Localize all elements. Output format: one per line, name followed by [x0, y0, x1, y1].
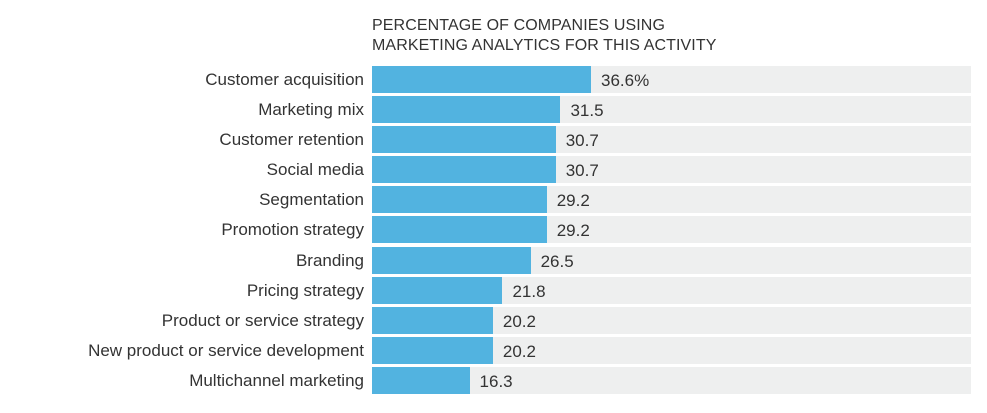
- bar-row: Marketing mix 31.5: [0, 96, 987, 123]
- bar-row: Segmentation 29.2: [0, 186, 987, 213]
- bar-track: 21.8: [372, 277, 971, 304]
- bar-track: 16.3: [372, 367, 971, 394]
- value-label: 26.5: [540, 252, 574, 271]
- bar-row: Customer acquisition 36.6%: [0, 66, 987, 93]
- bar-track: 36.6%: [372, 66, 971, 93]
- category-label: Customer retention: [219, 130, 364, 149]
- category-label: Branding: [295, 251, 364, 270]
- chart-title-line-2: MARKETING ANALYTICS FOR THIS ACTIVITY: [372, 37, 717, 54]
- value-label: 29.2: [556, 221, 590, 240]
- category-label: Product or service strategy: [161, 311, 364, 330]
- bar-row: Customer retention 30.7: [0, 126, 987, 153]
- value-label: 30.7: [565, 131, 599, 150]
- category-label: Marketing mix: [258, 100, 364, 119]
- category-label: Segmentation: [259, 190, 364, 209]
- bar-track: 29.2: [372, 186, 971, 213]
- chart-title-line-1: PERCENTAGE OF COMPANIES USING: [372, 17, 666, 34]
- value-label: 30.7: [565, 161, 599, 180]
- bar: [372, 126, 556, 153]
- bar: [372, 66, 591, 93]
- bar: [372, 337, 493, 364]
- bar-track: 30.7: [372, 156, 971, 183]
- bar: [372, 186, 547, 213]
- bar-track: 29.2: [372, 216, 971, 243]
- bar: [372, 277, 503, 304]
- value-label: 31.5: [570, 101, 604, 120]
- category-label: New product or service development: [88, 341, 364, 360]
- bar: [372, 307, 493, 334]
- bar-track: 26.5: [372, 247, 971, 274]
- value-label: 21.8: [512, 282, 546, 301]
- value-label: 20.2: [502, 342, 536, 361]
- bar-row: Social media 30.7: [0, 156, 987, 183]
- value-label: 36.6%: [601, 71, 650, 90]
- bar: [372, 96, 561, 123]
- category-label: Customer acquisition: [205, 70, 364, 89]
- bar: [372, 156, 556, 183]
- category-label: Promotion strategy: [221, 220, 364, 239]
- bar: [372, 247, 531, 274]
- bar-row: Branding 26.5: [0, 247, 987, 274]
- bar: [372, 367, 470, 394]
- category-label: Multichannel marketing: [189, 371, 364, 390]
- bar-row: Product or service strategy 20.2: [0, 307, 987, 334]
- category-label: Social media: [266, 160, 364, 179]
- value-label: 20.2: [502, 312, 536, 331]
- bar-track: 31.5: [372, 96, 971, 123]
- bar-row: Pricing strategy 21.8: [0, 277, 987, 304]
- bar-row: Promotion strategy 29.2: [0, 216, 987, 243]
- value-label: 29.2: [556, 191, 590, 210]
- value-label: 16.3: [479, 372, 513, 391]
- bar: [372, 216, 547, 243]
- bar-track: 20.2: [372, 307, 971, 334]
- chart-title: PERCENTAGE OF COMPANIES USING MARKETING …: [372, 16, 972, 56]
- bar-track: 20.2: [372, 337, 971, 364]
- bar-row: Multichannel marketing 16.3: [0, 367, 987, 394]
- category-label: Pricing strategy: [246, 281, 364, 300]
- bar-row: New product or service development 20.2: [0, 337, 987, 364]
- bar-track: 30.7: [372, 126, 971, 153]
